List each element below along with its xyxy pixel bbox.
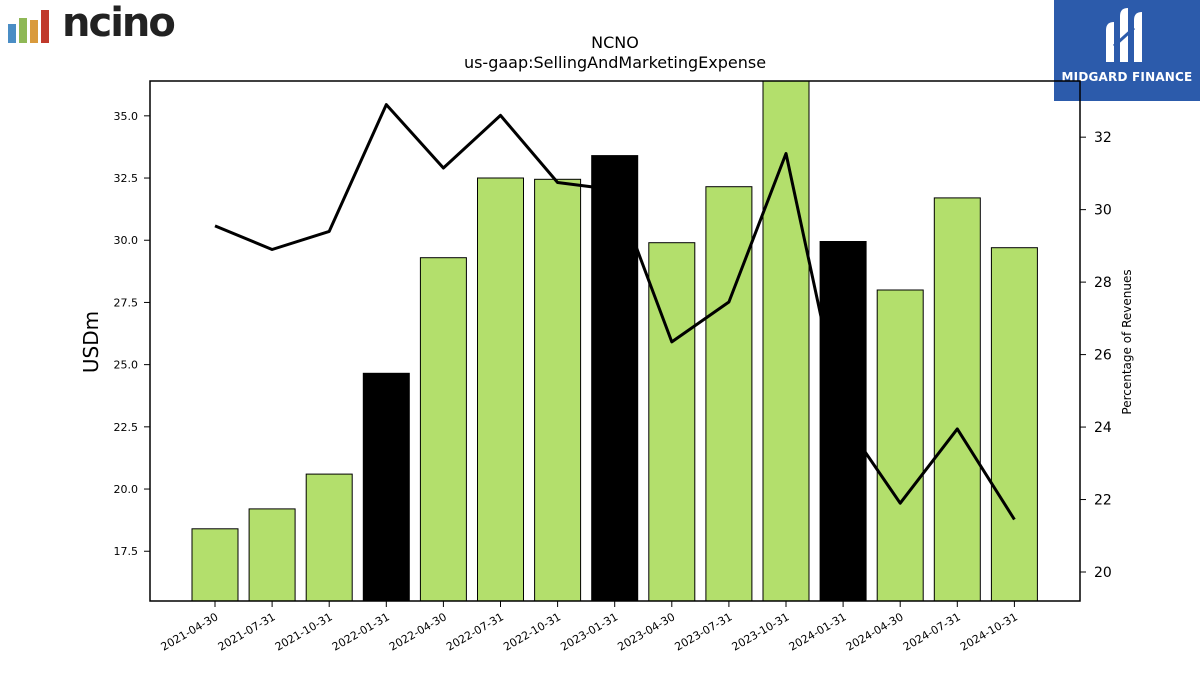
bar	[933, 197, 981, 601]
y-tick-label: 35.0	[114, 110, 139, 123]
chart-title: NCNO	[591, 33, 639, 52]
series-line	[214, 103, 1016, 521]
y2-tick-label: 20	[1094, 565, 1112, 581]
bar	[362, 372, 410, 601]
bars-group	[191, 81, 1038, 601]
bar	[762, 81, 810, 601]
y2-tick-label: 28	[1094, 275, 1112, 291]
bar	[477, 177, 524, 601]
ncino-logo-text: ncino	[62, 0, 176, 46]
bar	[705, 186, 753, 601]
x-tick-label: 2023-01-31	[558, 610, 620, 653]
y-tick-label: 30.0	[114, 234, 139, 247]
y2-axis-label: Percentage of Revenues	[1120, 269, 1134, 414]
x-tick-label: 2024-04-30	[844, 610, 906, 653]
bar	[876, 289, 924, 601]
bar	[305, 473, 353, 601]
y2-tick-label: 32	[1094, 130, 1112, 146]
y-tick-label: 17.5	[114, 545, 139, 558]
y-tick-label: 22.5	[114, 421, 139, 434]
x-tick-label: 2021-04-30	[159, 610, 221, 653]
x-tick-label: 2022-01-31	[330, 610, 392, 653]
x-tick-label: 2024-10-31	[958, 610, 1020, 653]
y-tick-label: 20.0	[114, 483, 139, 496]
x-tick-label: 2023-07-31	[673, 610, 735, 653]
x-tick-label: 2021-07-31	[216, 610, 278, 653]
bar	[990, 247, 1038, 601]
line-group	[214, 103, 1016, 521]
ncino-logo-bars-icon	[8, 10, 49, 43]
y2-tick-label: 22	[1094, 493, 1112, 509]
midgard-m-mark-icon	[1106, 8, 1142, 62]
bar	[419, 257, 467, 601]
y2-tick-label: 26	[1094, 348, 1112, 364]
x-tick-label: 2024-01-31	[787, 610, 849, 653]
midgard-logo-text: MIDGARD FINANCE	[1061, 70, 1193, 84]
chart-subtitle: us-gaap:SellingAndMarketingExpense	[464, 53, 766, 72]
y-tick-label: 25.0	[114, 359, 139, 372]
x-tick-label: 2021-10-31	[273, 610, 335, 653]
bar	[191, 528, 239, 601]
bar	[534, 178, 582, 601]
y2-tick-label: 30	[1094, 203, 1112, 219]
ncino-logo: ncino	[6, 0, 176, 48]
x-tick-label: 2024-07-31	[901, 610, 963, 653]
x-tick-label: 2022-04-30	[387, 610, 449, 653]
x-tick-label: 2023-04-30	[615, 610, 677, 653]
x-tick-label: 2023-10-31	[730, 610, 792, 653]
x-tick-label: 2022-10-31	[501, 610, 563, 653]
x-tick-label: 2022-07-31	[444, 610, 506, 653]
y-axis-label: USDm	[79, 311, 103, 373]
y-tick-label: 27.5	[114, 296, 139, 309]
bar	[248, 508, 296, 601]
y2-tick-label: 24	[1094, 420, 1112, 436]
y-tick-label: 32.5	[114, 172, 139, 185]
bar	[591, 155, 639, 601]
midgard-finance-logo: MIDGARD FINANCE	[1054, 0, 1200, 101]
